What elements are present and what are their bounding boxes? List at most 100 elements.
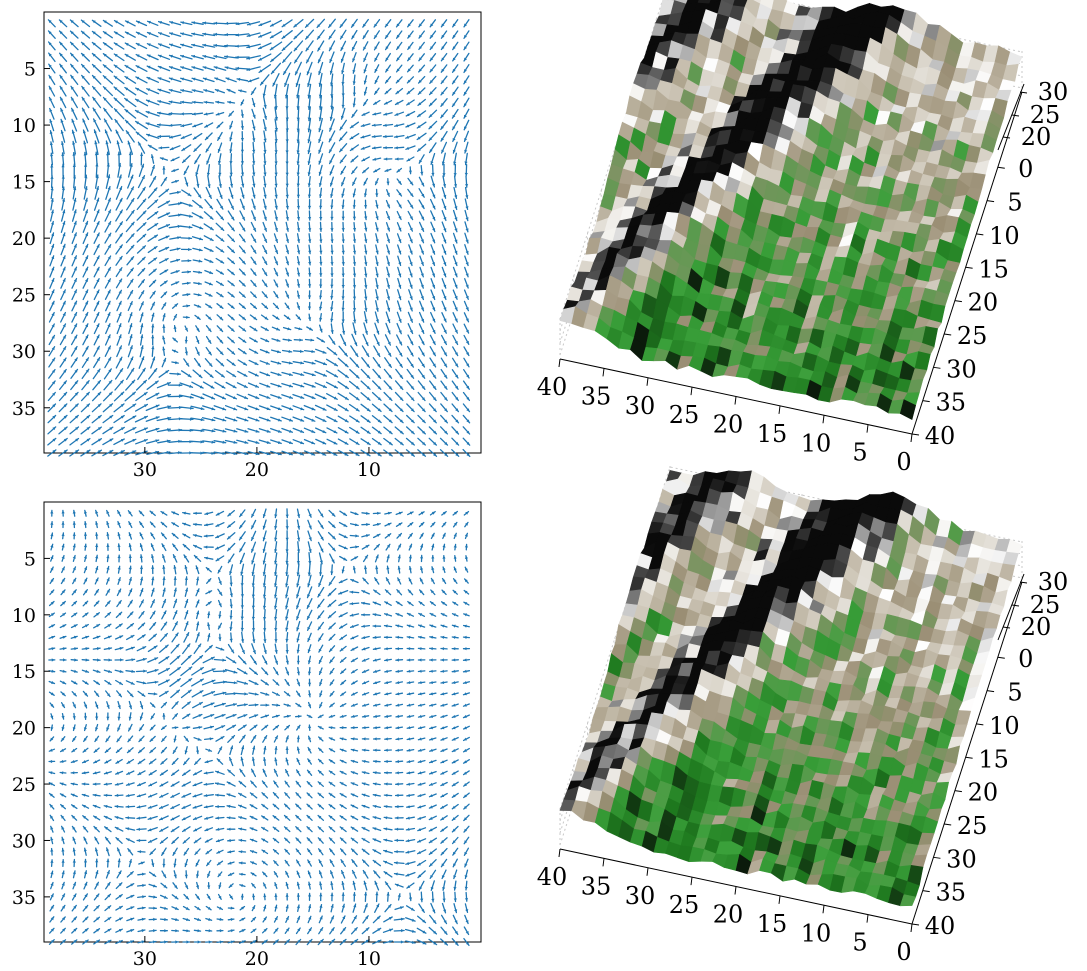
quiver-arrow [246,32,261,37]
quiver-arrow [91,85,102,97]
quiver-arrow [145,122,160,128]
quiver-arrow [47,41,56,51]
quiver-arrow [61,163,65,178]
quiver-arrow [252,153,256,165]
quiver-arrow [328,142,336,154]
quiver-arrow [240,187,245,199]
quiver-arrow [191,32,204,37]
quiver-arrow [157,88,171,94]
quiver-arrow [59,85,67,97]
quiver-arrow [352,52,357,63]
quiver-arrow [251,119,256,131]
quiver-arrow [463,30,470,39]
quiver-arrow [350,18,358,28]
quiver-arrow [224,21,238,25]
quiver-arrow [183,165,190,176]
quiver-arrow [405,133,416,139]
y-tick-label: 40 [925,912,956,940]
quiver-arrow [140,152,144,166]
quiver-arrow [285,175,289,188]
quiver-arrow [171,168,179,173]
y-tick-label: 35 [12,398,36,420]
quiver-arrow [416,121,427,129]
quiver-arrow [274,106,278,121]
quiver-arrow [296,129,300,144]
quiver-arrow [430,187,436,199]
quiver-arrow [146,31,159,38]
quiver-arrow [124,119,136,131]
quiver-arrow [285,187,289,199]
quiver-arrow [272,73,280,87]
quiver-arrow [48,85,56,97]
quiver-arrow [146,133,160,139]
quiver-arrow [453,152,457,166]
quiver-arrow [215,100,225,104]
quiver-arrow [463,130,470,143]
quiver-arrow [305,29,315,40]
quiver-arrow [59,63,67,74]
y-tick-label: 25 [957,322,988,350]
quiver-arrow [241,164,245,177]
quiver-arrow [217,142,223,153]
quiver-arrow [191,54,204,60]
quiver-arrow [374,64,380,73]
quiver-arrow [113,42,125,50]
y-tick-label: 5 [1007,189,1022,217]
quiver-arrow [307,176,311,188]
y-tick-label: 0 [1018,645,1033,673]
quiver-arrow [440,64,448,73]
quiver-arrow [169,145,181,151]
quiver-arrow [240,99,245,106]
quiver-arrow [383,112,393,116]
quiver-arrow [258,20,272,27]
y-tick-mark [911,433,920,436]
quiver-arrow [145,110,160,117]
quiver-arrow [157,77,171,83]
quiver-arrow [137,141,146,154]
quiver-arrow [274,95,278,110]
quiver-arrow [184,176,189,187]
quiver-arrow [463,19,470,28]
quiver-arrow [296,152,300,166]
quiver-arrow [274,164,278,177]
quiver-arrow [371,123,382,127]
x-tick-mark [910,433,913,443]
quiver-arrow [180,21,193,26]
quiver-arrow [168,134,182,139]
quiver-arrow [372,157,382,161]
quiver-arrow [69,41,79,51]
quiver-arrow [192,122,203,128]
y-tick-label: 15 [12,661,36,683]
quiver-arrow [349,121,360,129]
quiver-arrow [251,187,256,199]
x-tick-mark [690,877,693,886]
quiver-arrow [463,108,470,119]
quiver-arrow [252,164,256,177]
quiver-arrow [116,140,122,156]
quiver-arrow [418,154,425,164]
quiver-arrow [307,152,312,166]
quiver-arrow [406,64,414,73]
y-tick-label: 5 [24,59,36,81]
quiver-arrow [180,112,193,116]
quiver-arrow [81,74,90,85]
quiver-arrow [307,164,312,177]
quiver-arrow [363,63,368,74]
quiver-arrow [362,98,369,107]
quiver-arrow [217,131,223,141]
quiver-arrow [69,30,79,39]
quiver-arrow [407,41,414,51]
quiver-arrow [363,177,368,186]
quiver-arrow [127,162,133,178]
quiver-arrow [50,163,54,177]
quiver-arrow [213,21,227,25]
quiver-arrow [452,141,458,154]
quiver-arrow [91,52,102,62]
x-tick-mark [778,405,781,414]
quiver-arrow [340,107,346,120]
quiver-arrow [157,65,171,72]
quiver-arrow [340,176,346,187]
quiver-arrow [69,19,79,28]
x-tick-mark [602,368,605,377]
quiver-arrow [180,77,193,83]
